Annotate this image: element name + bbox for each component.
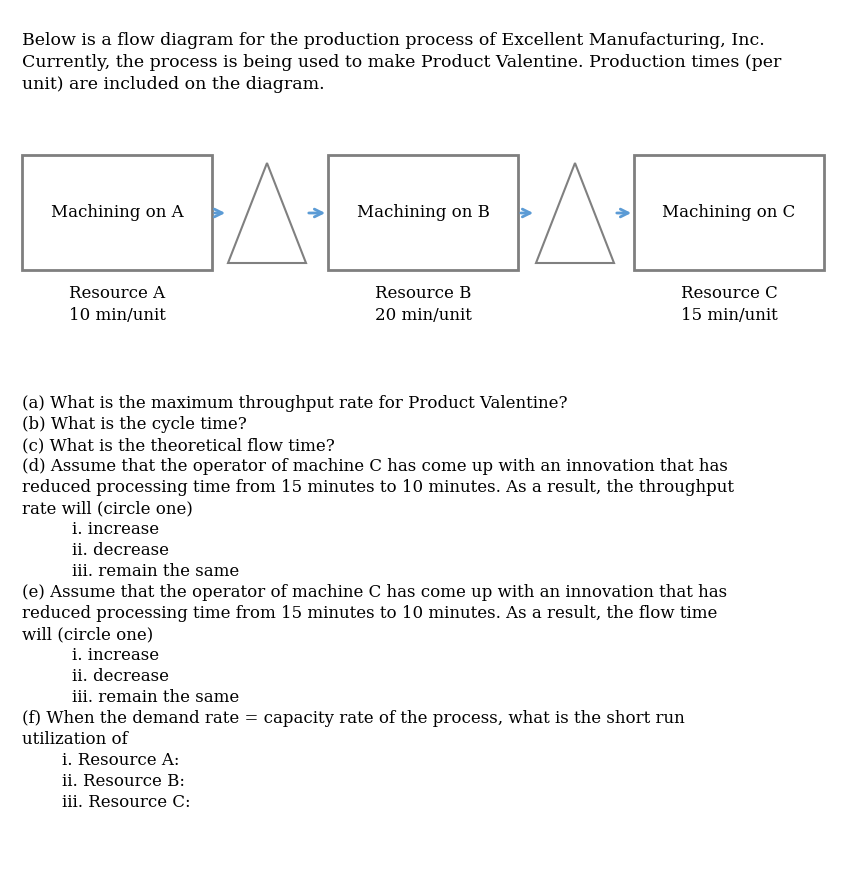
Bar: [22, 155, 212, 270]
Text: unit) are included on the diagram.: unit) are included on the diagram.: [22, 76, 325, 93]
Text: Below is a flow diagram for the production process of Excellent Manufacturing, I: Below is a flow diagram for the producti…: [22, 32, 765, 49]
Text: (c) What is the theoretical flow time?: (c) What is the theoretical flow time?: [22, 437, 335, 454]
Text: (a) What is the maximum throughput rate for Product Valentine?: (a) What is the maximum throughput rate …: [22, 395, 568, 412]
Text: Resource B: Resource B: [375, 285, 471, 302]
Text: ii. decrease: ii. decrease: [72, 668, 169, 685]
Text: will (circle one): will (circle one): [22, 626, 153, 643]
Text: i. Resource A:: i. Resource A:: [62, 752, 179, 769]
Polygon shape: [228, 163, 306, 263]
Text: i. increase: i. increase: [72, 647, 159, 664]
Text: (f) When the demand rate = capacity rate of the process, what is the short run: (f) When the demand rate = capacity rate…: [22, 710, 684, 727]
Polygon shape: [536, 163, 614, 263]
Text: reduced processing time from 15 minutes to 10 minutes. As a result, the flow tim: reduced processing time from 15 minutes …: [22, 605, 717, 622]
Text: Resource A: Resource A: [69, 285, 165, 302]
Text: (b) What is the cycle time?: (b) What is the cycle time?: [22, 416, 247, 433]
Text: (e) Assume that the operator of machine C has come up with an innovation that ha: (e) Assume that the operator of machine …: [22, 584, 727, 601]
Text: Machining on A: Machining on A: [51, 204, 184, 221]
Text: ii. Resource B:: ii. Resource B:: [62, 773, 185, 790]
Text: 10 min/unit: 10 min/unit: [69, 307, 166, 324]
Text: Machining on C: Machining on C: [662, 204, 795, 221]
Text: iii. Resource C:: iii. Resource C:: [62, 794, 190, 811]
Text: 20 min/unit: 20 min/unit: [375, 307, 471, 324]
Text: reduced processing time from 15 minutes to 10 minutes. As a result, the throughp: reduced processing time from 15 minutes …: [22, 479, 734, 496]
Text: iii. remain the same: iii. remain the same: [72, 563, 239, 580]
Text: iii. remain the same: iii. remain the same: [72, 689, 239, 706]
Bar: [634, 155, 824, 270]
Bar: [328, 155, 518, 270]
Text: ii. decrease: ii. decrease: [72, 542, 169, 559]
Text: utilization of: utilization of: [22, 731, 128, 748]
Text: (d) Assume that the operator of machine C has come up with an innovation that ha: (d) Assume that the operator of machine …: [22, 458, 728, 475]
Text: 15 min/unit: 15 min/unit: [681, 307, 777, 324]
Text: i. increase: i. increase: [72, 521, 159, 538]
Text: rate will (circle one): rate will (circle one): [22, 500, 193, 517]
Text: Machining on B: Machining on B: [356, 204, 490, 221]
Text: Resource C: Resource C: [681, 285, 777, 302]
Text: Currently, the process is being used to make Product Valentine. Production times: Currently, the process is being used to …: [22, 54, 782, 71]
